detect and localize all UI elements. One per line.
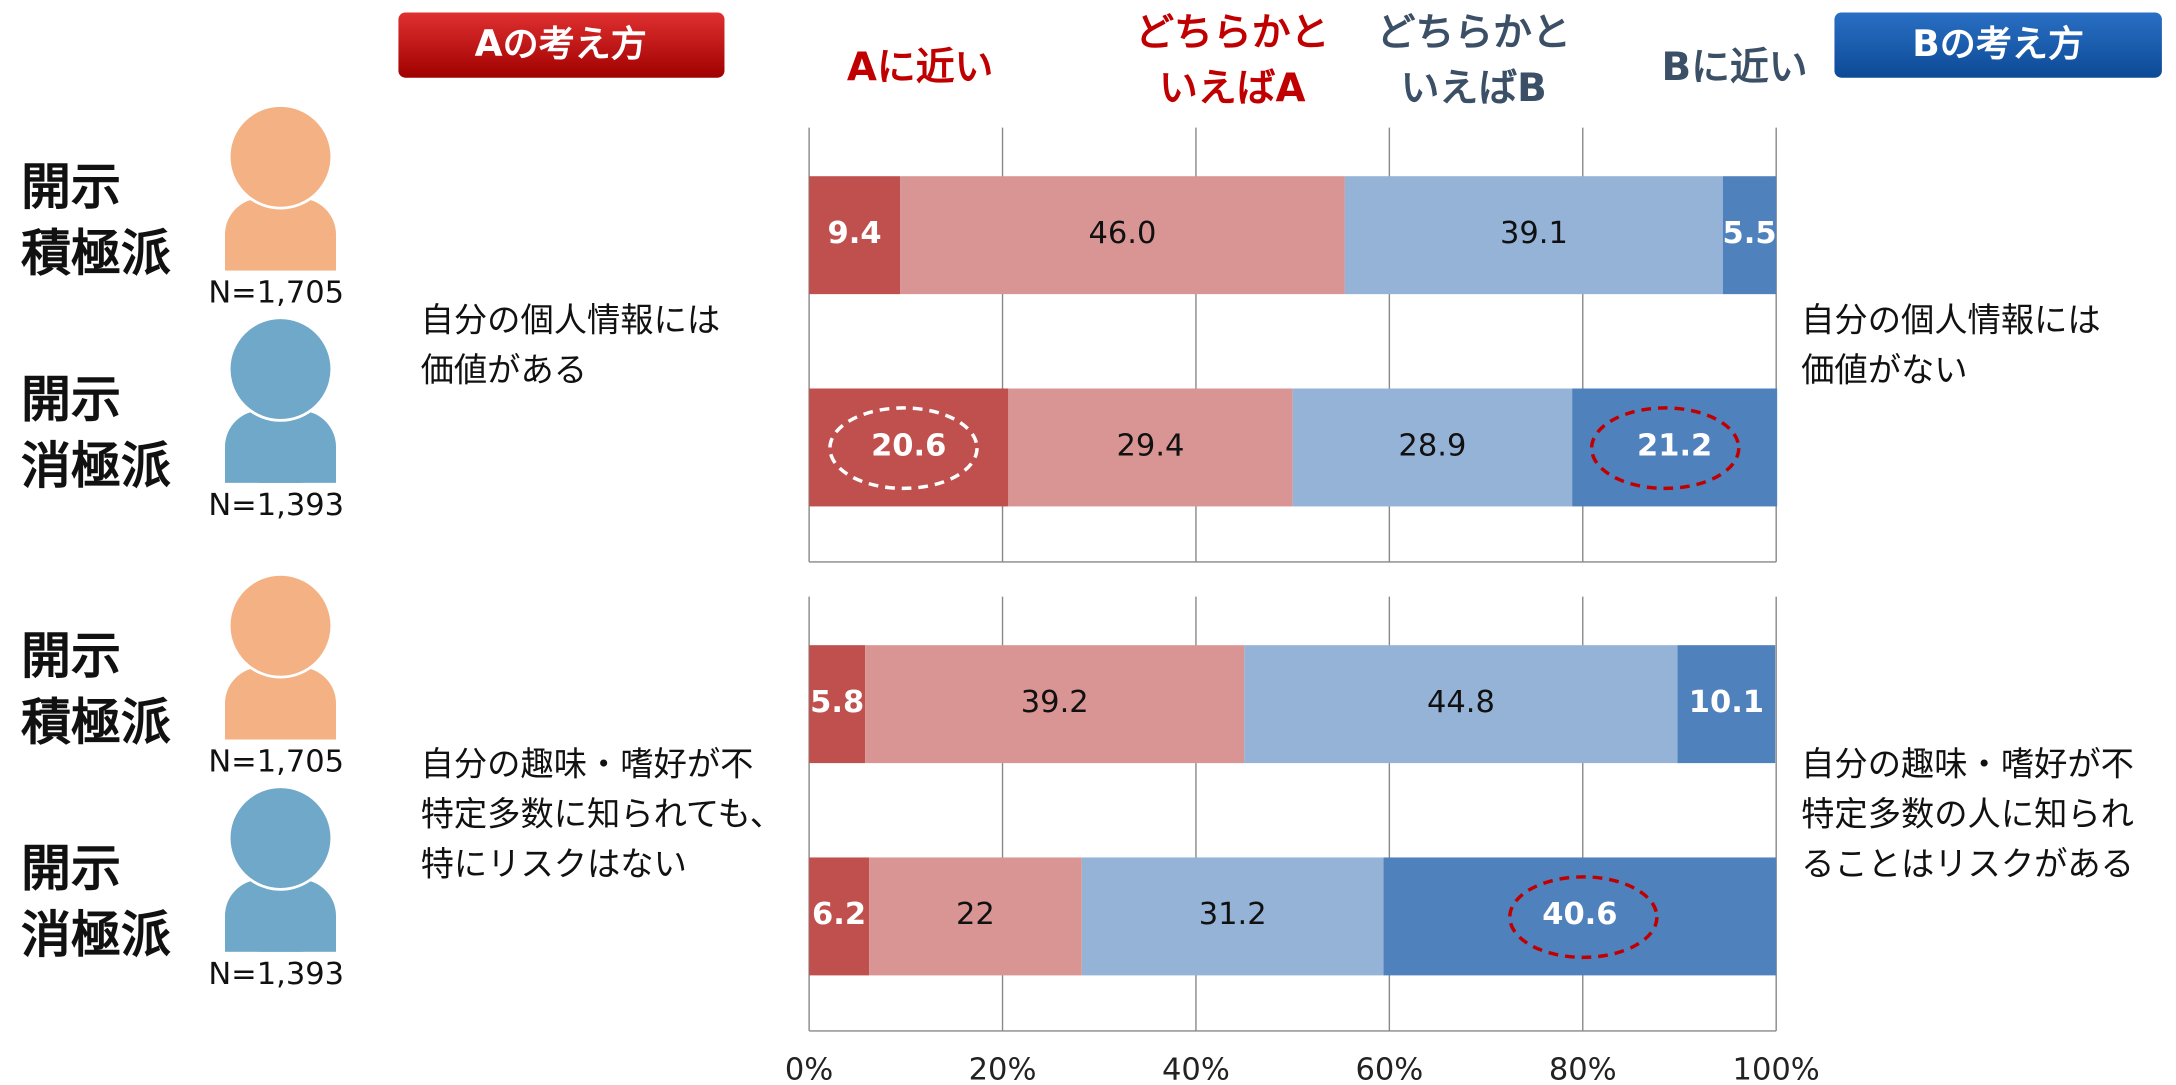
legend-label: Bに近い <box>1662 45 1808 90</box>
x-tick-label: 40% <box>1162 1053 1230 1085</box>
value-label: 6.2 <box>812 897 866 932</box>
value-label: 39.2 <box>1021 685 1089 720</box>
bar-segment <box>1008 388 1293 507</box>
bar-segment <box>900 176 1345 295</box>
person-body <box>224 234 336 271</box>
value-label: 5.5 <box>1723 216 1777 251</box>
bar-segment <box>809 645 866 764</box>
n-label: N=1,393 <box>208 488 344 523</box>
x-tick-label: 60% <box>1355 1053 1423 1085</box>
category-label: 開示積極派 <box>21 627 171 752</box>
bar-segment <box>1344 176 1723 295</box>
person-head <box>227 573 334 679</box>
person-body <box>224 703 336 740</box>
value-label: 9.4 <box>828 216 882 251</box>
value-label: 22 <box>956 897 995 932</box>
bar-segment <box>1722 176 1777 295</box>
x-tick-label: 80% <box>1549 1053 1617 1085</box>
bar-segment <box>865 645 1245 764</box>
legend-label: どちらかといえばB <box>1377 10 1571 110</box>
x-tick-label: 20% <box>969 1053 1037 1085</box>
highlight <box>1589 406 1741 491</box>
person-head <box>227 316 334 422</box>
bar-segment <box>869 857 1082 976</box>
bar-segment <box>1244 645 1678 764</box>
bar-segment <box>1081 857 1384 976</box>
person-body <box>224 915 336 952</box>
statement: 特定多数に知られても、 <box>421 794 783 833</box>
legend-label: どちらかといえばA <box>1135 10 1329 110</box>
value-label: 10.1 <box>1689 685 1764 720</box>
value-label: 46.0 <box>1088 216 1156 251</box>
n-label: N=1,393 <box>208 957 344 992</box>
statement: 特定多数の人に知られ <box>1801 794 2134 833</box>
bar-segment <box>809 176 901 295</box>
b-header: Bの考え方 <box>1912 23 2084 65</box>
highlight <box>1508 875 1659 960</box>
x-tick-label: 100% <box>1733 1053 1820 1085</box>
highlight <box>828 406 979 491</box>
value-label: 31.2 <box>1199 897 1267 932</box>
value-label: 21.2 <box>1637 428 1712 463</box>
value-label: 29.4 <box>1117 428 1185 463</box>
person-head <box>227 104 334 210</box>
statement: 価値がある <box>421 350 587 389</box>
bar-segment <box>1572 388 1778 507</box>
bar-segment <box>1677 645 1776 764</box>
person-head <box>227 785 334 891</box>
statement: 自分の個人情報には <box>1801 300 2101 339</box>
value-label: 20.6 <box>871 428 946 463</box>
value-label: 39.1 <box>1500 216 1568 251</box>
value-label: 5.8 <box>810 685 864 720</box>
b-header-box <box>1834 12 2162 78</box>
category-label: 開示積極派 <box>21 158 171 283</box>
bar-segment <box>1292 388 1573 507</box>
statement: 特にリスクはない <box>421 844 687 883</box>
n-label: N=1,705 <box>208 276 344 311</box>
value-label: 28.9 <box>1398 428 1466 463</box>
value-label: 40.6 <box>1542 897 1617 932</box>
legend-label: Aに近い <box>847 45 994 90</box>
x-tick-label: 0% <box>785 1053 833 1085</box>
category-label: 開示消極派 <box>21 370 171 495</box>
n-label: N=1,705 <box>208 745 344 780</box>
statement: 自分の個人情報には <box>421 300 721 339</box>
statement: 自分の趣味・嗜好が不 <box>421 744 754 783</box>
statement: 価値がない <box>1801 350 1967 389</box>
a-header: Aの考え方 <box>475 23 647 65</box>
statement: ることはリスクがある <box>1801 844 2134 883</box>
bar-segment <box>809 857 870 976</box>
category-label: 開示消極派 <box>21 839 171 964</box>
statement: 自分の趣味・嗜好が不 <box>1801 744 2134 783</box>
layer: Aに近い どちらかといえばA どちらかといえばB Bに近い 9.4 46.0 39.1 5.5… <box>21 10 2134 1085</box>
person-body <box>224 446 336 483</box>
a-header-box <box>398 12 725 78</box>
value-label: 44.8 <box>1427 685 1495 720</box>
